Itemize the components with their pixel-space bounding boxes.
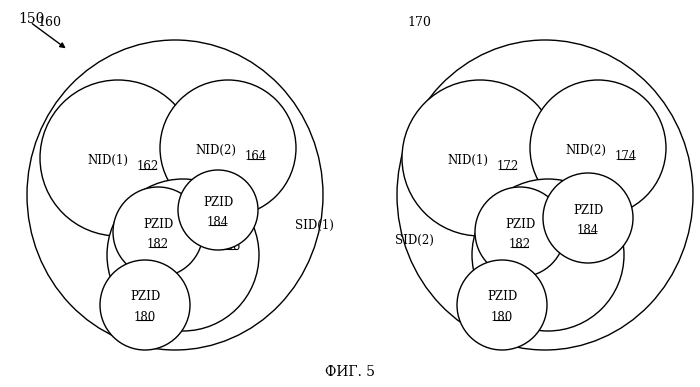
Ellipse shape	[397, 40, 693, 350]
Circle shape	[543, 173, 633, 263]
Text: 170: 170	[407, 15, 431, 29]
Text: NID(1): NID(1)	[88, 154, 129, 166]
Circle shape	[40, 80, 196, 236]
Text: 174: 174	[615, 150, 637, 163]
Circle shape	[107, 179, 259, 331]
Text: 176: 176	[575, 244, 597, 257]
Text: PZID: PZID	[130, 291, 160, 303]
Text: 164: 164	[245, 150, 267, 163]
Text: NID(2): NID(2)	[566, 144, 606, 156]
Text: 166: 166	[219, 240, 241, 253]
Text: PZID: PZID	[203, 195, 233, 209]
Circle shape	[402, 80, 558, 236]
Circle shape	[160, 80, 296, 216]
Text: 162: 162	[137, 160, 159, 173]
Text: 184: 184	[577, 224, 599, 237]
Text: 160: 160	[37, 15, 61, 29]
Circle shape	[472, 179, 624, 331]
Text: 184: 184	[207, 216, 229, 229]
Text: 172: 172	[497, 160, 519, 173]
Circle shape	[113, 187, 203, 277]
Text: PZID: PZID	[573, 204, 603, 216]
Text: 150: 150	[18, 12, 44, 26]
Text: 180: 180	[491, 311, 513, 324]
Text: NID(3): NID(3)	[526, 238, 566, 250]
Text: NID(2): NID(2)	[195, 144, 237, 156]
Text: NID(3): NID(3)	[169, 233, 211, 247]
Circle shape	[530, 80, 666, 216]
Ellipse shape	[27, 40, 323, 350]
Text: SID(1): SID(1)	[295, 219, 334, 231]
Text: PZID: PZID	[143, 217, 173, 231]
Text: ФИГ. 5: ФИГ. 5	[325, 365, 375, 379]
Circle shape	[475, 187, 565, 277]
Text: PZID: PZID	[505, 217, 535, 231]
Text: 182: 182	[147, 238, 169, 251]
Text: PZID: PZID	[487, 291, 517, 303]
Circle shape	[100, 260, 190, 350]
Text: NID(1): NID(1)	[447, 154, 489, 166]
Text: SID(2): SID(2)	[395, 233, 434, 247]
Circle shape	[178, 170, 258, 250]
Circle shape	[457, 260, 547, 350]
Text: 182: 182	[509, 238, 531, 251]
Text: 180: 180	[134, 311, 156, 324]
